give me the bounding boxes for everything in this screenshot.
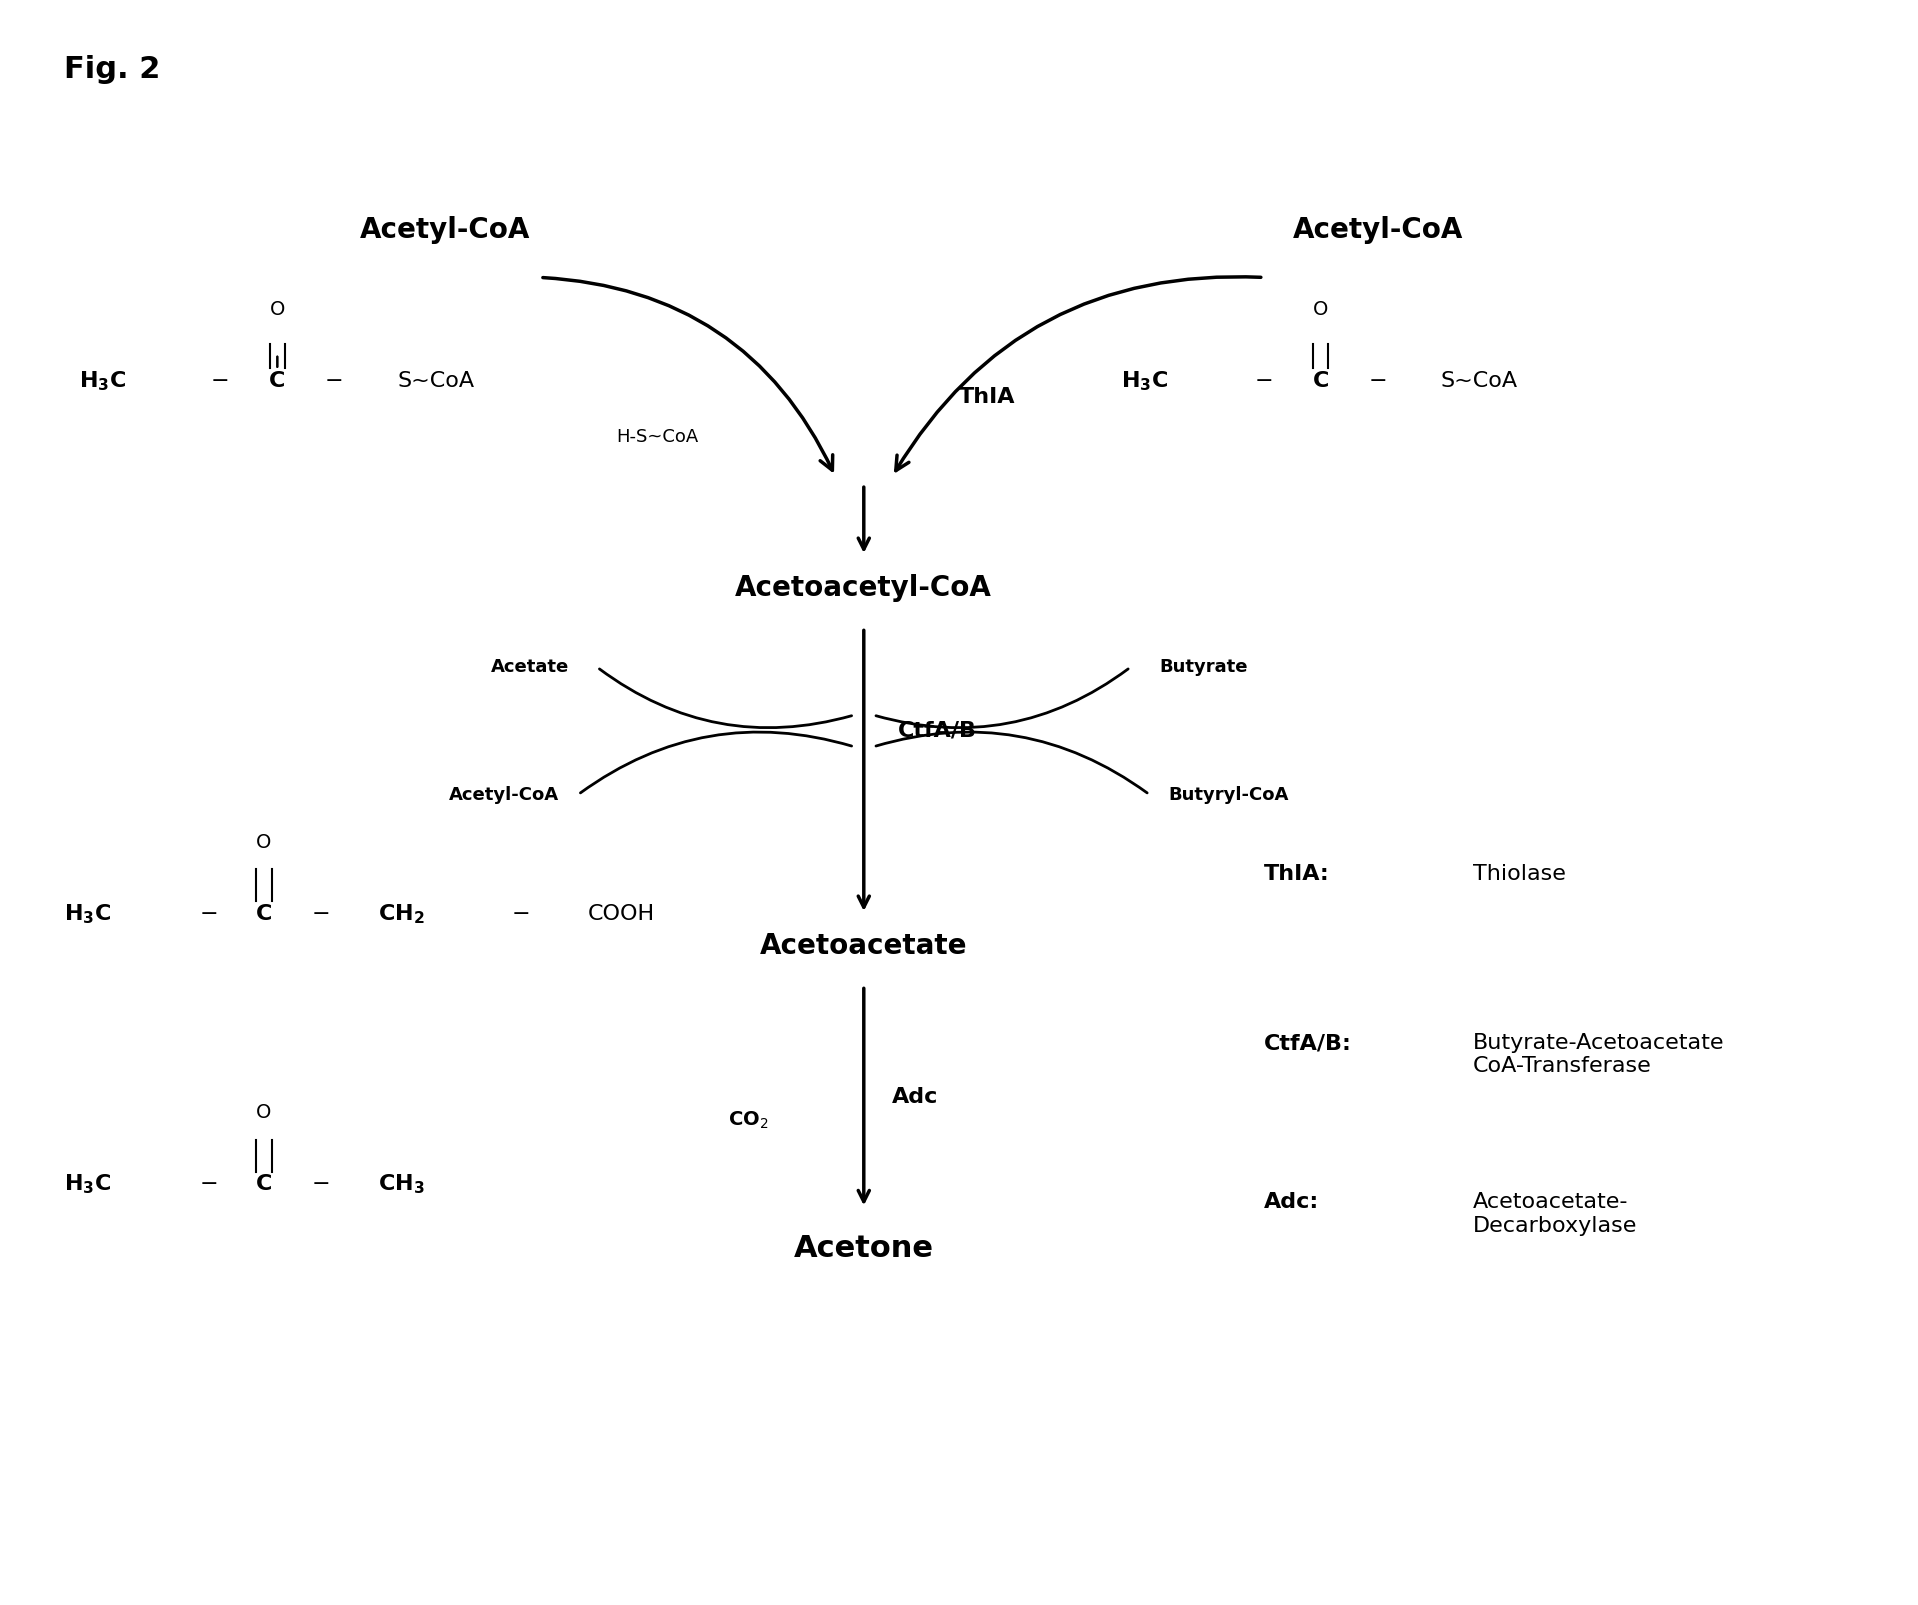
Text: Fig. 2: Fig. 2 — [63, 55, 161, 83]
Text: COOH: COOH — [587, 904, 654, 924]
Text: Acetone: Acetone — [794, 1234, 934, 1263]
FancyArrowPatch shape — [581, 732, 852, 793]
FancyArrowPatch shape — [896, 276, 1260, 470]
Text: CtfA/B:: CtfA/B: — [1264, 1034, 1352, 1053]
Text: Acetate: Acetate — [491, 658, 568, 676]
Text: −: − — [313, 904, 330, 924]
Text: Thiolase: Thiolase — [1473, 863, 1565, 884]
Text: S~CoA: S~CoA — [397, 371, 474, 392]
FancyArrowPatch shape — [600, 669, 852, 727]
Text: ThIA: ThIA — [959, 387, 1015, 406]
Text: −: − — [199, 1175, 219, 1194]
Text: Adc:: Adc: — [1264, 1193, 1320, 1212]
Text: $\mathbf{CH_3}$: $\mathbf{CH_3}$ — [378, 1173, 426, 1196]
Text: CtfA/B: CtfA/B — [898, 721, 976, 742]
Text: Acetoacetate-
Decarboxylase: Acetoacetate- Decarboxylase — [1473, 1193, 1638, 1236]
Text: Butyrate-Acetoacetate
CoA-Transferase: Butyrate-Acetoacetate CoA-Transferase — [1473, 1034, 1724, 1077]
Text: O: O — [270, 300, 286, 319]
Text: $\mathbf{H_3C}$: $\mathbf{H_3C}$ — [1120, 369, 1168, 393]
Text: ThIA:: ThIA: — [1264, 863, 1329, 884]
Text: −: − — [313, 1175, 330, 1194]
Text: −: − — [1369, 371, 1387, 392]
Text: $\mathbf{H_3C}$: $\mathbf{H_3C}$ — [63, 902, 111, 926]
FancyArrowPatch shape — [877, 732, 1147, 793]
Text: Acetoacetate: Acetoacetate — [760, 931, 967, 960]
Text: $\mathbf{H_3C}$: $\mathbf{H_3C}$ — [63, 1173, 111, 1196]
Text: H-S~CoA: H-S~CoA — [616, 427, 698, 446]
Text: Acetoacetyl-CoA: Acetoacetyl-CoA — [735, 573, 992, 602]
Text: Acetyl-CoA: Acetyl-CoA — [361, 215, 529, 244]
Text: Butyryl-CoA: Butyryl-CoA — [1168, 785, 1289, 804]
Text: CO$_2$: CO$_2$ — [729, 1111, 769, 1132]
Text: C: C — [1312, 371, 1329, 392]
FancyArrowPatch shape — [877, 669, 1128, 727]
Text: C: C — [255, 1175, 272, 1194]
Text: $\mathbf{CH_2}$: $\mathbf{CH_2}$ — [378, 902, 426, 926]
Text: Adc: Adc — [892, 1087, 938, 1107]
Text: O: O — [257, 833, 272, 852]
Text: C: C — [269, 371, 286, 392]
Text: C: C — [255, 904, 272, 924]
Text: Acetyl-CoA: Acetyl-CoA — [449, 785, 560, 804]
Text: −: − — [326, 371, 343, 392]
Text: O: O — [257, 1103, 272, 1122]
FancyArrowPatch shape — [543, 278, 832, 470]
Text: Butyrate: Butyrate — [1158, 658, 1247, 676]
Text: −: − — [211, 371, 230, 392]
Text: O: O — [1314, 300, 1329, 319]
Text: −: − — [199, 904, 219, 924]
Text: $\mathbf{H_3C}$: $\mathbf{H_3C}$ — [79, 369, 127, 393]
Text: Acetyl-CoA: Acetyl-CoA — [1293, 215, 1463, 244]
Text: −: − — [1254, 371, 1274, 392]
Text: S~CoA: S~CoA — [1440, 371, 1517, 392]
Text: −: − — [512, 904, 531, 924]
